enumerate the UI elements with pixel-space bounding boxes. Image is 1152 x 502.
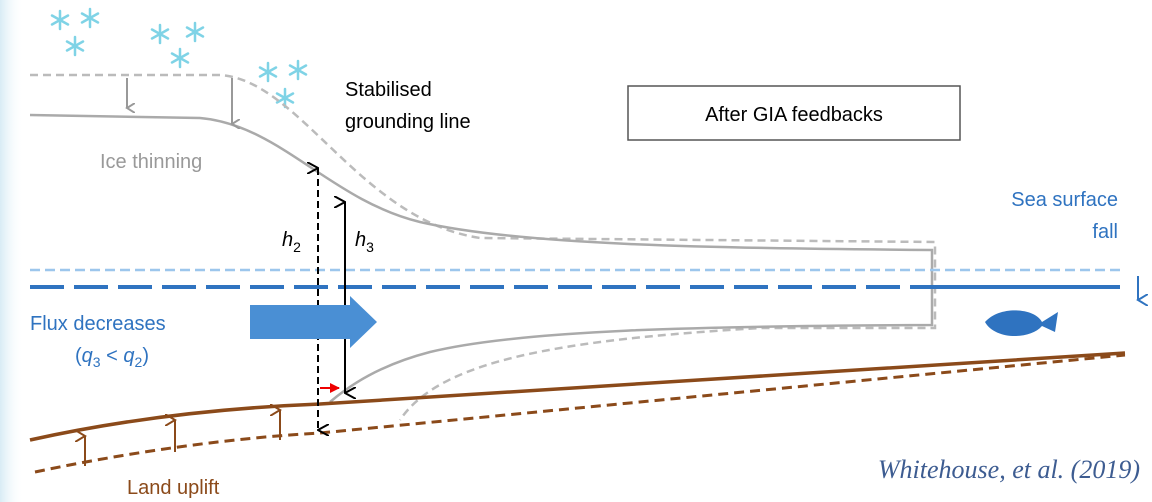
fish [985,310,1058,336]
operator: < [101,345,124,367]
symbol: h [282,229,293,251]
paren: ) [142,345,149,367]
sea-label: Sea surface [1011,189,1118,211]
edge-shade [0,0,24,502]
ice-thinning-label: Ice thinning [100,151,202,173]
subscript: 3 [366,239,374,255]
land-after [30,353,1125,440]
panel-title: After GIA feedbacks [705,104,883,126]
h2-label: h2 [282,229,301,255]
grounding-label: Stabilised [345,79,432,101]
symbol: h [355,229,366,251]
sea-label: fall [1092,221,1118,243]
subscript: 2 [293,239,301,255]
citation: Whitehouse, et al. (2019) [878,455,1140,484]
flux-label: Flux decreases [30,313,166,335]
symbol: q [82,345,93,367]
land-uplift-label: Land uplift [127,477,220,499]
subscript: 3 [93,354,101,370]
diagram: After GIA feedbacks Stabilised grounding… [0,0,1152,502]
page: After GIA feedbacks Stabilised grounding… [0,0,1152,502]
subscript: 2 [135,354,143,370]
flux-relation: (q3 < q2) [75,345,149,370]
h3-label: h3 [355,229,374,255]
flux-arrow [250,296,377,348]
grounding-label: grounding line [345,111,471,133]
symbol: q [123,345,134,367]
